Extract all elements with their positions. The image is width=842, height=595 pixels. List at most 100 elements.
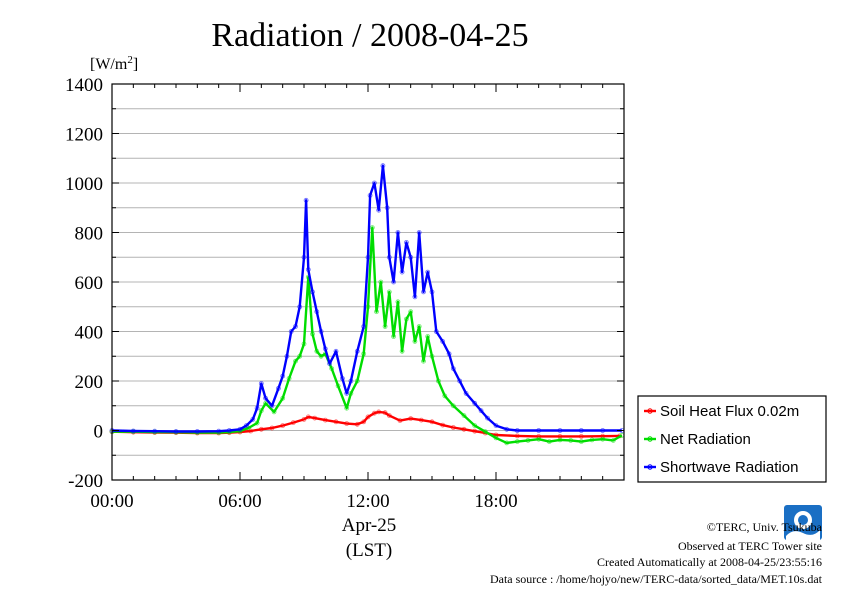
- data-point: [329, 366, 335, 372]
- x-axis-timezone-label: (LST): [346, 540, 392, 561]
- data-point: [440, 422, 446, 428]
- data-point: [391, 279, 397, 285]
- legend: Soil Heat Flux 0.02m Net Radiation Shortwa…: [637, 395, 827, 483]
- data-point: [254, 420, 260, 426]
- y-tick-label: 800: [75, 224, 104, 245]
- data-point: [354, 421, 360, 427]
- data-point: [472, 428, 478, 434]
- data-point: [280, 373, 286, 379]
- data-point: [284, 353, 290, 359]
- data-point: [314, 348, 320, 354]
- data-point: [314, 309, 320, 315]
- data-point: [339, 376, 345, 381]
- y-tick-label: -200: [68, 471, 103, 492]
- data-point: [395, 230, 401, 235]
- data-point: [482, 429, 488, 435]
- data-point: [450, 403, 456, 409]
- data-point: [327, 361, 333, 367]
- series-shortwave-radiation: [109, 163, 625, 434]
- data-point: [344, 421, 350, 427]
- data-point: [275, 385, 281, 391]
- data-point: [318, 353, 324, 359]
- data-point: [312, 415, 318, 421]
- data-point: [367, 192, 373, 198]
- data-point: [386, 413, 392, 419]
- data-point: [310, 331, 315, 337]
- data-point: [589, 437, 595, 443]
- data-point: [263, 395, 269, 401]
- data-point: [600, 436, 606, 442]
- data-point: [382, 410, 388, 416]
- data-point: [412, 338, 418, 344]
- legend-marker: [647, 464, 653, 470]
- data-point: [546, 439, 552, 445]
- data-point: [440, 338, 446, 344]
- data-point: [335, 383, 341, 389]
- data-point: [305, 267, 311, 273]
- data-point: [485, 415, 490, 421]
- data-point: [333, 348, 339, 354]
- y-unit-label: [W/m2]: [90, 54, 138, 73]
- data-point: [504, 426, 510, 432]
- legend-marker: [647, 436, 653, 442]
- data-point: [397, 418, 403, 424]
- data-point: [403, 316, 409, 322]
- data-point: [391, 334, 397, 339]
- data-point: [226, 428, 232, 433]
- data-point: [286, 376, 292, 381]
- data-point: [378, 279, 384, 285]
- data-point: [333, 419, 339, 425]
- y-tick-label: 1000: [65, 174, 103, 195]
- data-point: [293, 324, 298, 329]
- x-axis-date-label: Apr-25: [342, 515, 397, 536]
- data-point: [269, 403, 275, 409]
- legend-marker: [647, 408, 653, 414]
- data-point: [463, 390, 469, 396]
- data-point: [254, 405, 260, 411]
- data-point: [269, 425, 275, 431]
- data-point: [493, 423, 499, 429]
- data-point: [403, 239, 409, 245]
- data-point: [514, 439, 520, 445]
- data-point: [514, 428, 520, 433]
- data-point: [514, 433, 520, 439]
- legend-label: Shortwave Radiation: [660, 459, 798, 476]
- data-point: [493, 435, 499, 441]
- data-point: [408, 309, 414, 315]
- data-point: [376, 409, 382, 415]
- legend-box: [637, 395, 827, 483]
- data-point: [297, 304, 303, 310]
- data-point: [557, 437, 563, 443]
- data-point: [386, 254, 392, 260]
- observed-text: Observed at TERC Tower site: [678, 539, 822, 553]
- y-tick-label: 200: [75, 372, 104, 393]
- data-point: [395, 299, 401, 305]
- data-point: [361, 351, 367, 357]
- data-point: [450, 366, 456, 372]
- y-tick-label: 1200: [65, 125, 103, 146]
- y-tick-label: 400: [75, 323, 104, 344]
- data-point: [457, 378, 463, 384]
- data-point: [478, 408, 484, 414]
- x-tick-label: 18:00: [474, 491, 517, 512]
- series-line: [111, 164, 622, 433]
- data-point: [416, 230, 422, 235]
- data-point: [369, 225, 375, 231]
- data-point: [578, 428, 584, 433]
- data-point: [318, 329, 324, 334]
- data-point: [288, 329, 294, 334]
- plot-series: [109, 163, 625, 446]
- data-point: [258, 381, 264, 386]
- data-point: [461, 413, 467, 419]
- data-point: [525, 437, 531, 443]
- data-point: [536, 428, 542, 433]
- data-point: [371, 410, 377, 416]
- x-tick-label: 12:00: [346, 491, 389, 512]
- data-point: [365, 254, 371, 260]
- data-point: [412, 294, 418, 300]
- data-point: [361, 419, 367, 425]
- data-point: [297, 353, 303, 359]
- data-point: [429, 353, 435, 359]
- y-tick-label: 0: [94, 422, 104, 443]
